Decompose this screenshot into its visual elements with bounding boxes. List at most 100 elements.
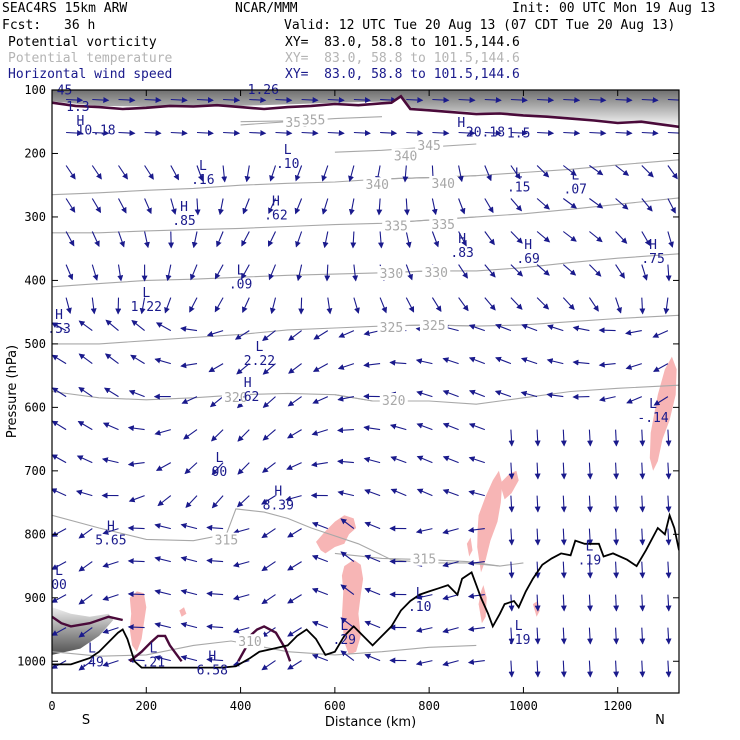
pv-contour-low: [52, 615, 123, 628]
y-tick-label: 700: [24, 464, 46, 478]
wind-arrow: [587, 594, 594, 612]
wind-arrow: [613, 429, 620, 447]
wind-arrow: [615, 198, 629, 210]
wind-arrow: [52, 488, 67, 497]
wind-arrow: [298, 297, 305, 315]
wind-arrow: [364, 521, 381, 530]
wind-arrow: [484, 297, 496, 311]
theta-contour: [52, 384, 679, 405]
y-tick-label: 400: [24, 273, 46, 287]
wind-arrow: [416, 488, 433, 497]
wind-arrow: [510, 130, 528, 137]
wind-arrow: [337, 363, 355, 370]
wind-arrow: [139, 297, 146, 315]
shaded-region: [532, 601, 540, 617]
wind-arrow: [534, 594, 541, 612]
wind-arrow: [180, 326, 198, 332]
wind-arrow: [442, 422, 459, 431]
extremum-kind: L: [237, 264, 245, 279]
theta-label: 335: [432, 218, 455, 233]
wind-arrow: [324, 264, 331, 282]
wind-arrow: [78, 660, 93, 671]
wind-arrow: [406, 130, 424, 137]
wind-arrow: [261, 594, 276, 605]
wind-arrow: [458, 130, 476, 137]
wind-arrow: [128, 389, 145, 398]
theta-label: 315: [413, 553, 436, 568]
wind-arrow: [287, 528, 302, 538]
wind-arrow: [510, 198, 523, 212]
wind-arrow: [639, 660, 646, 678]
wind-arrow: [236, 495, 250, 508]
extremum-value: .16: [191, 173, 214, 188]
wind-arrow: [613, 561, 620, 579]
wind-arrow: [301, 97, 319, 104]
theta-label: 325: [380, 321, 403, 336]
wind-arrow: [484, 97, 502, 104]
wind-arrow: [468, 489, 485, 497]
model-name: SEAC4RS 15km ARW: [2, 1, 128, 16]
wind-arrow: [296, 264, 303, 282]
wind-arrow: [154, 357, 171, 365]
field-pv-name: Potential vorticity: [8, 35, 157, 50]
extremum-kind: L: [215, 451, 223, 466]
wind-arrow: [432, 130, 450, 137]
wind-arrow: [196, 165, 204, 182]
wind-arrow: [322, 231, 329, 249]
wind-arrow: [286, 462, 302, 470]
wind-arrow: [52, 354, 67, 365]
wind-arrow: [127, 624, 145, 631]
wind-arrow: [667, 130, 679, 137]
wind-arrow: [262, 396, 276, 408]
wind-arrow: [416, 390, 433, 398]
wind-arrow: [164, 297, 172, 314]
wind-arrow: [665, 264, 672, 282]
end-label-south: S: [82, 713, 90, 728]
wind-arrow: [416, 422, 433, 431]
wind-arrow: [66, 97, 84, 104]
wind-arrow: [653, 363, 669, 372]
pv-value-label: 10.18: [77, 123, 116, 138]
shaded-region: [477, 470, 503, 573]
extremum-kind: L: [515, 166, 523, 181]
wind-arrow: [261, 561, 276, 572]
wind-arrow: [102, 422, 119, 431]
wind-arrow: [275, 130, 293, 137]
wind-arrow: [639, 429, 646, 447]
wind-arrow: [352, 264, 359, 282]
wind-arrow: [78, 353, 93, 365]
wind-arrow: [641, 231, 651, 247]
wind-arrow: [665, 627, 672, 645]
wind-arrow: [353, 297, 360, 314]
wind-arrow: [560, 528, 567, 546]
wind-arrow: [321, 165, 329, 182]
wind-arrow: [363, 361, 381, 368]
wind-arrow: [431, 297, 442, 313]
wind-arrow: [232, 594, 250, 601]
wind-arrow: [294, 198, 303, 215]
extremum-value: .69: [516, 252, 539, 267]
wind-arrow: [311, 620, 328, 629]
wind-arrow: [170, 165, 179, 181]
wind-arrow: [223, 97, 241, 104]
wind-arrow: [563, 97, 581, 104]
extremum-value: 5.65: [95, 533, 126, 548]
wind-arrow: [206, 590, 224, 597]
wind-arrow: [364, 554, 381, 563]
wind-arrow: [118, 165, 128, 180]
wind-arrow: [338, 330, 355, 338]
wind-arrow: [508, 429, 515, 447]
wind-arrow: [458, 198, 466, 215]
wind-arrow: [91, 165, 102, 180]
wind-arrow: [468, 389, 485, 398]
plot-frame: [51, 89, 680, 694]
extremum-value: .62: [264, 208, 287, 223]
wind-arrow: [665, 660, 672, 678]
terrain-line: [52, 512, 679, 669]
wind-arrow: [340, 650, 355, 662]
wind-arrow: [667, 165, 678, 180]
theta-label-bg: [415, 137, 444, 152]
wind-arrow: [208, 363, 224, 373]
wind-arrow: [665, 594, 672, 612]
wind-arrow: [380, 130, 398, 137]
